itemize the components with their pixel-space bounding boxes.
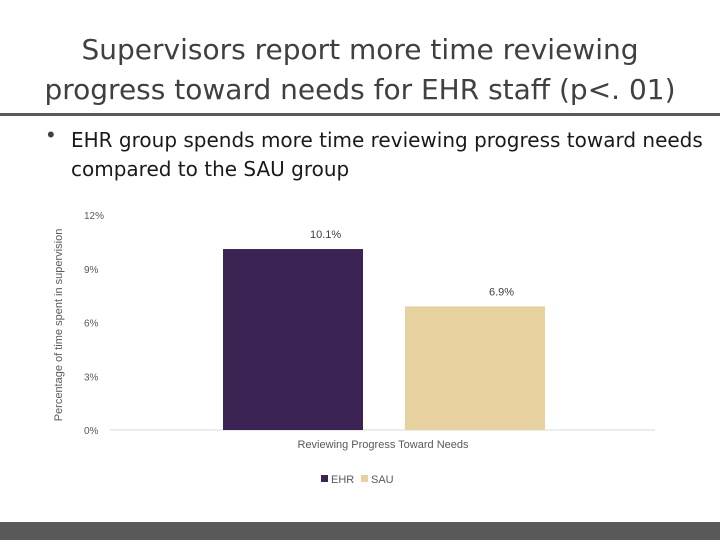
- bar-ehr: [223, 249, 363, 430]
- legend-label-sau: SAU: [371, 474, 394, 486]
- bar-sau: [405, 306, 545, 430]
- bullet-text: EHR group spends more time reviewing pro…: [71, 128, 703, 181]
- footer-bar: [0, 522, 720, 540]
- data-label-sau: 6.9%: [489, 286, 514, 298]
- y-axis-label: Percentage of time spent in supervision: [53, 229, 65, 422]
- legend-swatch-sau: [361, 475, 368, 482]
- legend-label-ehr: EHR: [331, 474, 354, 486]
- title-divider: [0, 113, 720, 116]
- slide-title-line-2: progress toward needs for EHR staff (p<.…: [44, 73, 676, 106]
- y-axis-ticks: 0% 3% 6% 9% 12%: [84, 211, 104, 437]
- legend: EHR SAU: [321, 474, 394, 486]
- bars: 10.1% 6.9%: [223, 229, 545, 430]
- y-tick-label: 6%: [84, 319, 99, 330]
- legend-swatch-ehr: [321, 475, 328, 482]
- x-category-label: Reviewing Progress Toward Needs: [298, 439, 469, 451]
- y-tick-label: 9%: [84, 265, 99, 276]
- y-tick-label: 12%: [84, 211, 104, 222]
- slide-title-line-1: Supervisors report more time reviewing: [81, 33, 639, 66]
- slide-title: Supervisors report more time reviewing p…: [40, 30, 680, 110]
- bullet-icon: •: [47, 122, 55, 147]
- data-label-ehr: 10.1%: [310, 229, 341, 241]
- y-tick-label: 3%: [84, 372, 99, 383]
- y-tick-label: 0%: [84, 426, 99, 437]
